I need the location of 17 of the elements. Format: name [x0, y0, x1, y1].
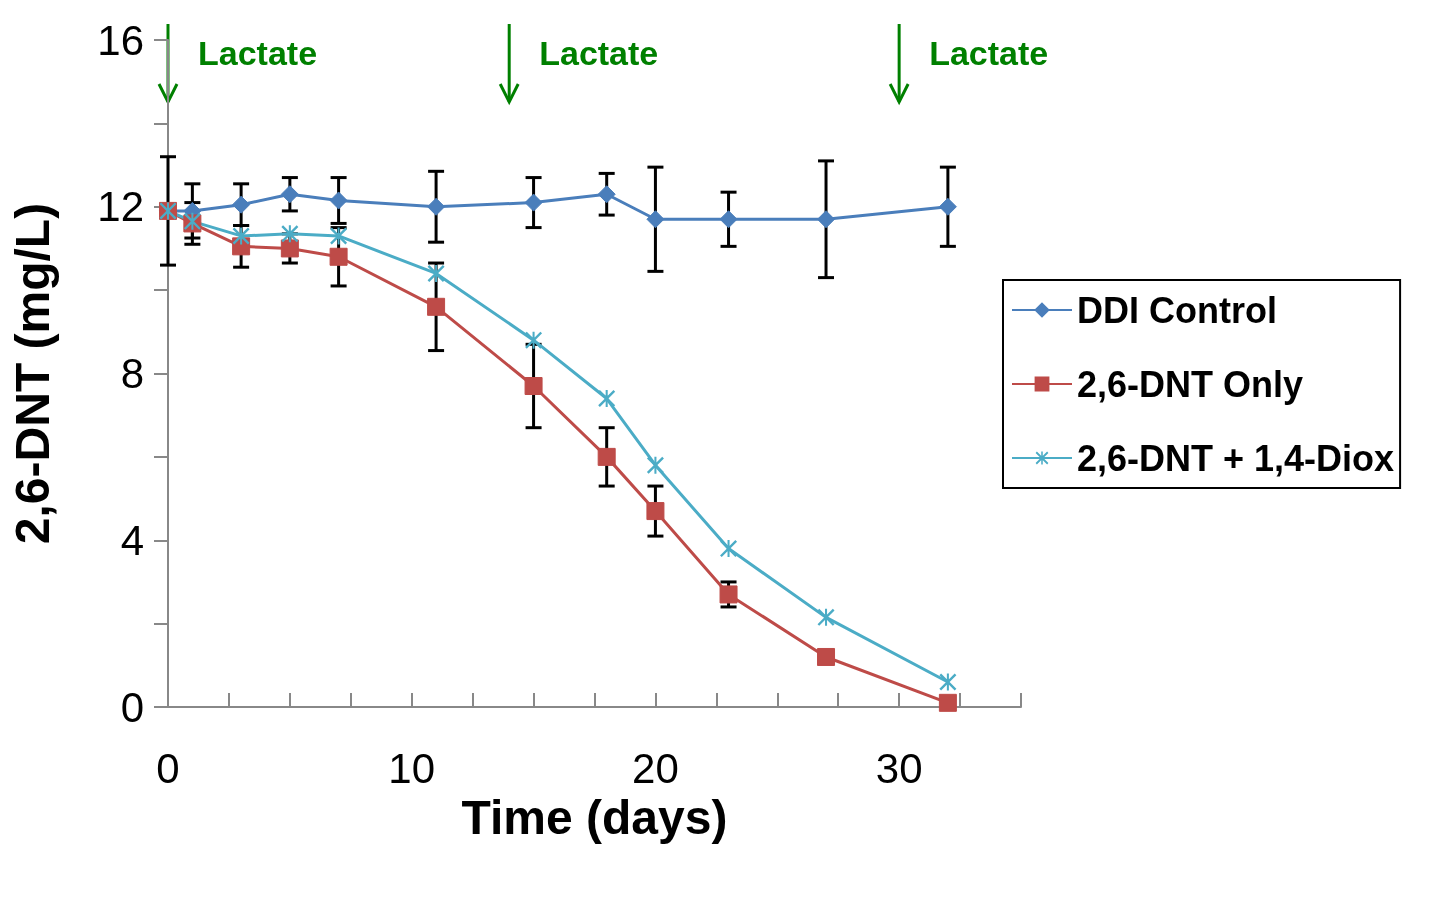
legend-label: 2,6-DNT Only	[1077, 363, 1304, 405]
x-tick-label: 30	[875, 744, 923, 792]
x-tick-label: 20	[632, 744, 679, 792]
ref-line-label: Lactate	[539, 34, 659, 72]
y-axis-title: 2,6-DNT (mg/L)	[5, 202, 59, 545]
y-tick-label: 12	[97, 183, 144, 231]
y-tick-label: 8	[120, 350, 144, 397]
ref-line-label: Lactate	[198, 34, 318, 72]
legend-label: DDI Control	[1077, 289, 1277, 331]
legend-label: 2,6-DNT + 1,4-Diox	[1077, 437, 1395, 479]
y-tick-label: 16	[97, 16, 144, 64]
x-axis-title: Time (days)	[461, 791, 728, 845]
x-tick-label: 10	[388, 744, 436, 792]
ref-line-label: Lactate	[929, 34, 1049, 72]
y-tick-label: 4	[120, 516, 144, 564]
x-tick-label: 0	[156, 744, 180, 792]
y-tick-label: 0	[120, 683, 144, 731]
